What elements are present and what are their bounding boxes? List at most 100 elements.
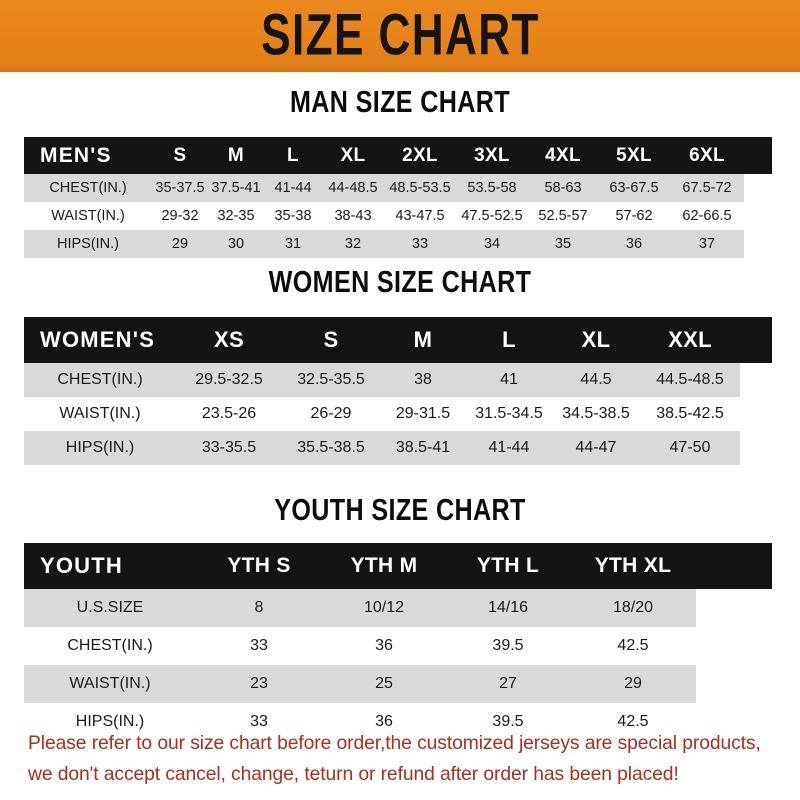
women-cell: 35.5-38.5 <box>282 431 380 465</box>
youth-cell: 39.5 <box>446 703 570 741</box>
women-row-label: WAIST(IN.) <box>24 397 176 431</box>
men-cell: 38-43 <box>322 202 384 230</box>
women-cell: 34.5-38.5 <box>552 397 640 431</box>
youth-cell: 14/16 <box>446 589 570 627</box>
youth-cell: 42.5 <box>570 703 696 741</box>
men-cell: 67.5-72 <box>670 174 744 202</box>
men-col-header: L <box>287 144 299 166</box>
men-col-header: M <box>227 144 245 166</box>
youth-row-tail <box>696 627 772 665</box>
men-cell: 34 <box>456 230 528 258</box>
men-cell: 37 <box>670 230 744 258</box>
youth-corner-label: YOUTH <box>40 553 123 578</box>
men-cell: 57-62 <box>598 202 670 230</box>
youth-cell: 39.5 <box>446 627 570 665</box>
youth-col-header: YTH XL <box>594 554 672 577</box>
men-cell: 32-35 <box>208 202 264 230</box>
men-row-label: WAIST(IN.) <box>24 202 152 230</box>
women-cell: 29-31.5 <box>380 397 466 431</box>
table-row: WAIST(IN.) 23 25 27 29 <box>24 665 772 703</box>
women-col-header: XL <box>581 327 611 352</box>
women-header-tail <box>740 317 772 363</box>
youth-header-tail <box>696 543 772 589</box>
women-row-tail <box>740 363 772 397</box>
men-col-header: 5XL <box>616 144 652 166</box>
men-row-label: HIPS(IN.) <box>24 230 152 258</box>
women-cell: 26-29 <box>282 397 380 431</box>
table-row: WAIST(IN.) 29-32 32-35 35-38 38-43 43-47… <box>24 202 772 230</box>
note-line-2: we don't accept cancel, change, teturn o… <box>28 763 679 785</box>
youth-row-tail <box>696 589 772 627</box>
youth-cell: 42.5 <box>570 627 696 665</box>
men-cell: 37.5-41 <box>208 174 264 202</box>
youth-row-label: WAIST(IN.) <box>24 665 196 703</box>
women-cell: 47-50 <box>640 431 740 465</box>
men-row-tail <box>744 230 772 258</box>
women-corner-label: WOMEN'S <box>40 327 156 352</box>
men-cell: 35-37.5 <box>152 174 208 202</box>
youth-cell: 33 <box>196 627 322 665</box>
men-cell: 32 <box>322 230 384 258</box>
youth-cell: 33 <box>196 703 322 741</box>
youth-cell: 36 <box>322 627 446 665</box>
men-cell: 36 <box>598 230 670 258</box>
men-col-header: 4XL <box>545 144 581 166</box>
table-row: CHEST(IN.) 35-37.5 37.5-41 41-44 44-48.5… <box>24 174 772 202</box>
men-row-tail <box>744 202 772 230</box>
women-col-header: L <box>502 327 516 352</box>
table-row: CHEST(IN.) 33 36 39.5 42.5 <box>24 627 772 665</box>
women-row-tail <box>740 397 772 431</box>
women-col-header: M <box>413 327 433 352</box>
men-cell: 29-32 <box>152 202 208 230</box>
men-col-header: 3XL <box>474 144 510 166</box>
youth-row-label: U.S.SIZE <box>24 589 196 627</box>
men-col-header: 6XL <box>689 144 725 166</box>
women-row-tail <box>740 431 772 465</box>
youth-col-header: YTH L <box>476 554 540 577</box>
table-row: CHEST(IN.) 29.5-32.5 32.5-35.5 38 41 44.… <box>24 363 772 397</box>
women-cell: 31.5-34.5 <box>466 397 552 431</box>
men-size-table: MEN'S S M L XL 2XL 3XL 4XL 5XL 6XL CHEST… <box>24 137 772 258</box>
section-title-women: WOMEN SIZE CHART <box>268 265 532 299</box>
men-cell: 48.5-53.5 <box>384 174 456 202</box>
men-cell: 52.5-57 <box>528 202 598 230</box>
youth-cell: 18/20 <box>570 589 696 627</box>
men-cell: 62-66.5 <box>670 202 744 230</box>
youth-row-tail <box>696 665 772 703</box>
women-cell: 41 <box>466 363 552 397</box>
youth-col-header: YTH M <box>350 554 418 577</box>
women-cell: 32.5-35.5 <box>282 363 380 397</box>
table-row: HIPS(IN.) 33 36 39.5 42.5 <box>24 703 772 741</box>
men-col-header: 2XL <box>402 144 438 166</box>
men-cell: 29 <box>152 230 208 258</box>
page-banner: SIZE CHART <box>0 0 800 72</box>
women-size-table: WOMEN'S XS S M L XL XXL CHEST(IN.) 29.5-… <box>24 317 772 465</box>
women-col-header: XXL <box>668 327 712 352</box>
table-row: HIPS(IN.) 33-35.5 35.5-38.5 38.5-41 41-4… <box>24 431 772 465</box>
women-row-label: CHEST(IN.) <box>24 363 176 397</box>
youth-table-header-row: YOUTH YTH S YTH M YTH L YTH XL <box>24 543 772 589</box>
men-cell: 43-47.5 <box>384 202 456 230</box>
men-cell: 30 <box>208 230 264 258</box>
men-cell: 44-48.5 <box>322 174 384 202</box>
youth-col-header: YTH S <box>227 554 291 577</box>
men-header-tail <box>744 137 772 174</box>
men-corner-label: MEN'S <box>40 143 112 167</box>
women-cell: 29.5-32.5 <box>176 363 282 397</box>
youth-row-label: CHEST(IN.) <box>24 627 196 665</box>
women-cell: 41-44 <box>466 431 552 465</box>
men-cell: 35 <box>528 230 598 258</box>
women-cell: 44-47 <box>552 431 640 465</box>
table-row: U.S.SIZE 8 10/12 14/16 18/20 <box>24 589 772 627</box>
section-title-youth: YOUTH SIZE CHART <box>274 493 526 527</box>
youth-row-label: HIPS(IN.) <box>24 703 196 741</box>
table-row: WAIST(IN.) 23.5-26 26-29 29-31.5 31.5-34… <box>24 397 772 431</box>
men-col-header: S <box>173 144 187 166</box>
section-title-men: MAN SIZE CHART <box>289 85 511 119</box>
women-table-header-row: WOMEN'S XS S M L XL XXL <box>24 317 772 363</box>
note-line-1: Please refer to our size chart before or… <box>28 732 761 754</box>
youth-cell: 36 <box>322 703 446 741</box>
women-col-header: XS <box>214 327 244 352</box>
men-cell: 35-38 <box>264 202 322 230</box>
women-cell: 38.5-42.5 <box>640 397 740 431</box>
